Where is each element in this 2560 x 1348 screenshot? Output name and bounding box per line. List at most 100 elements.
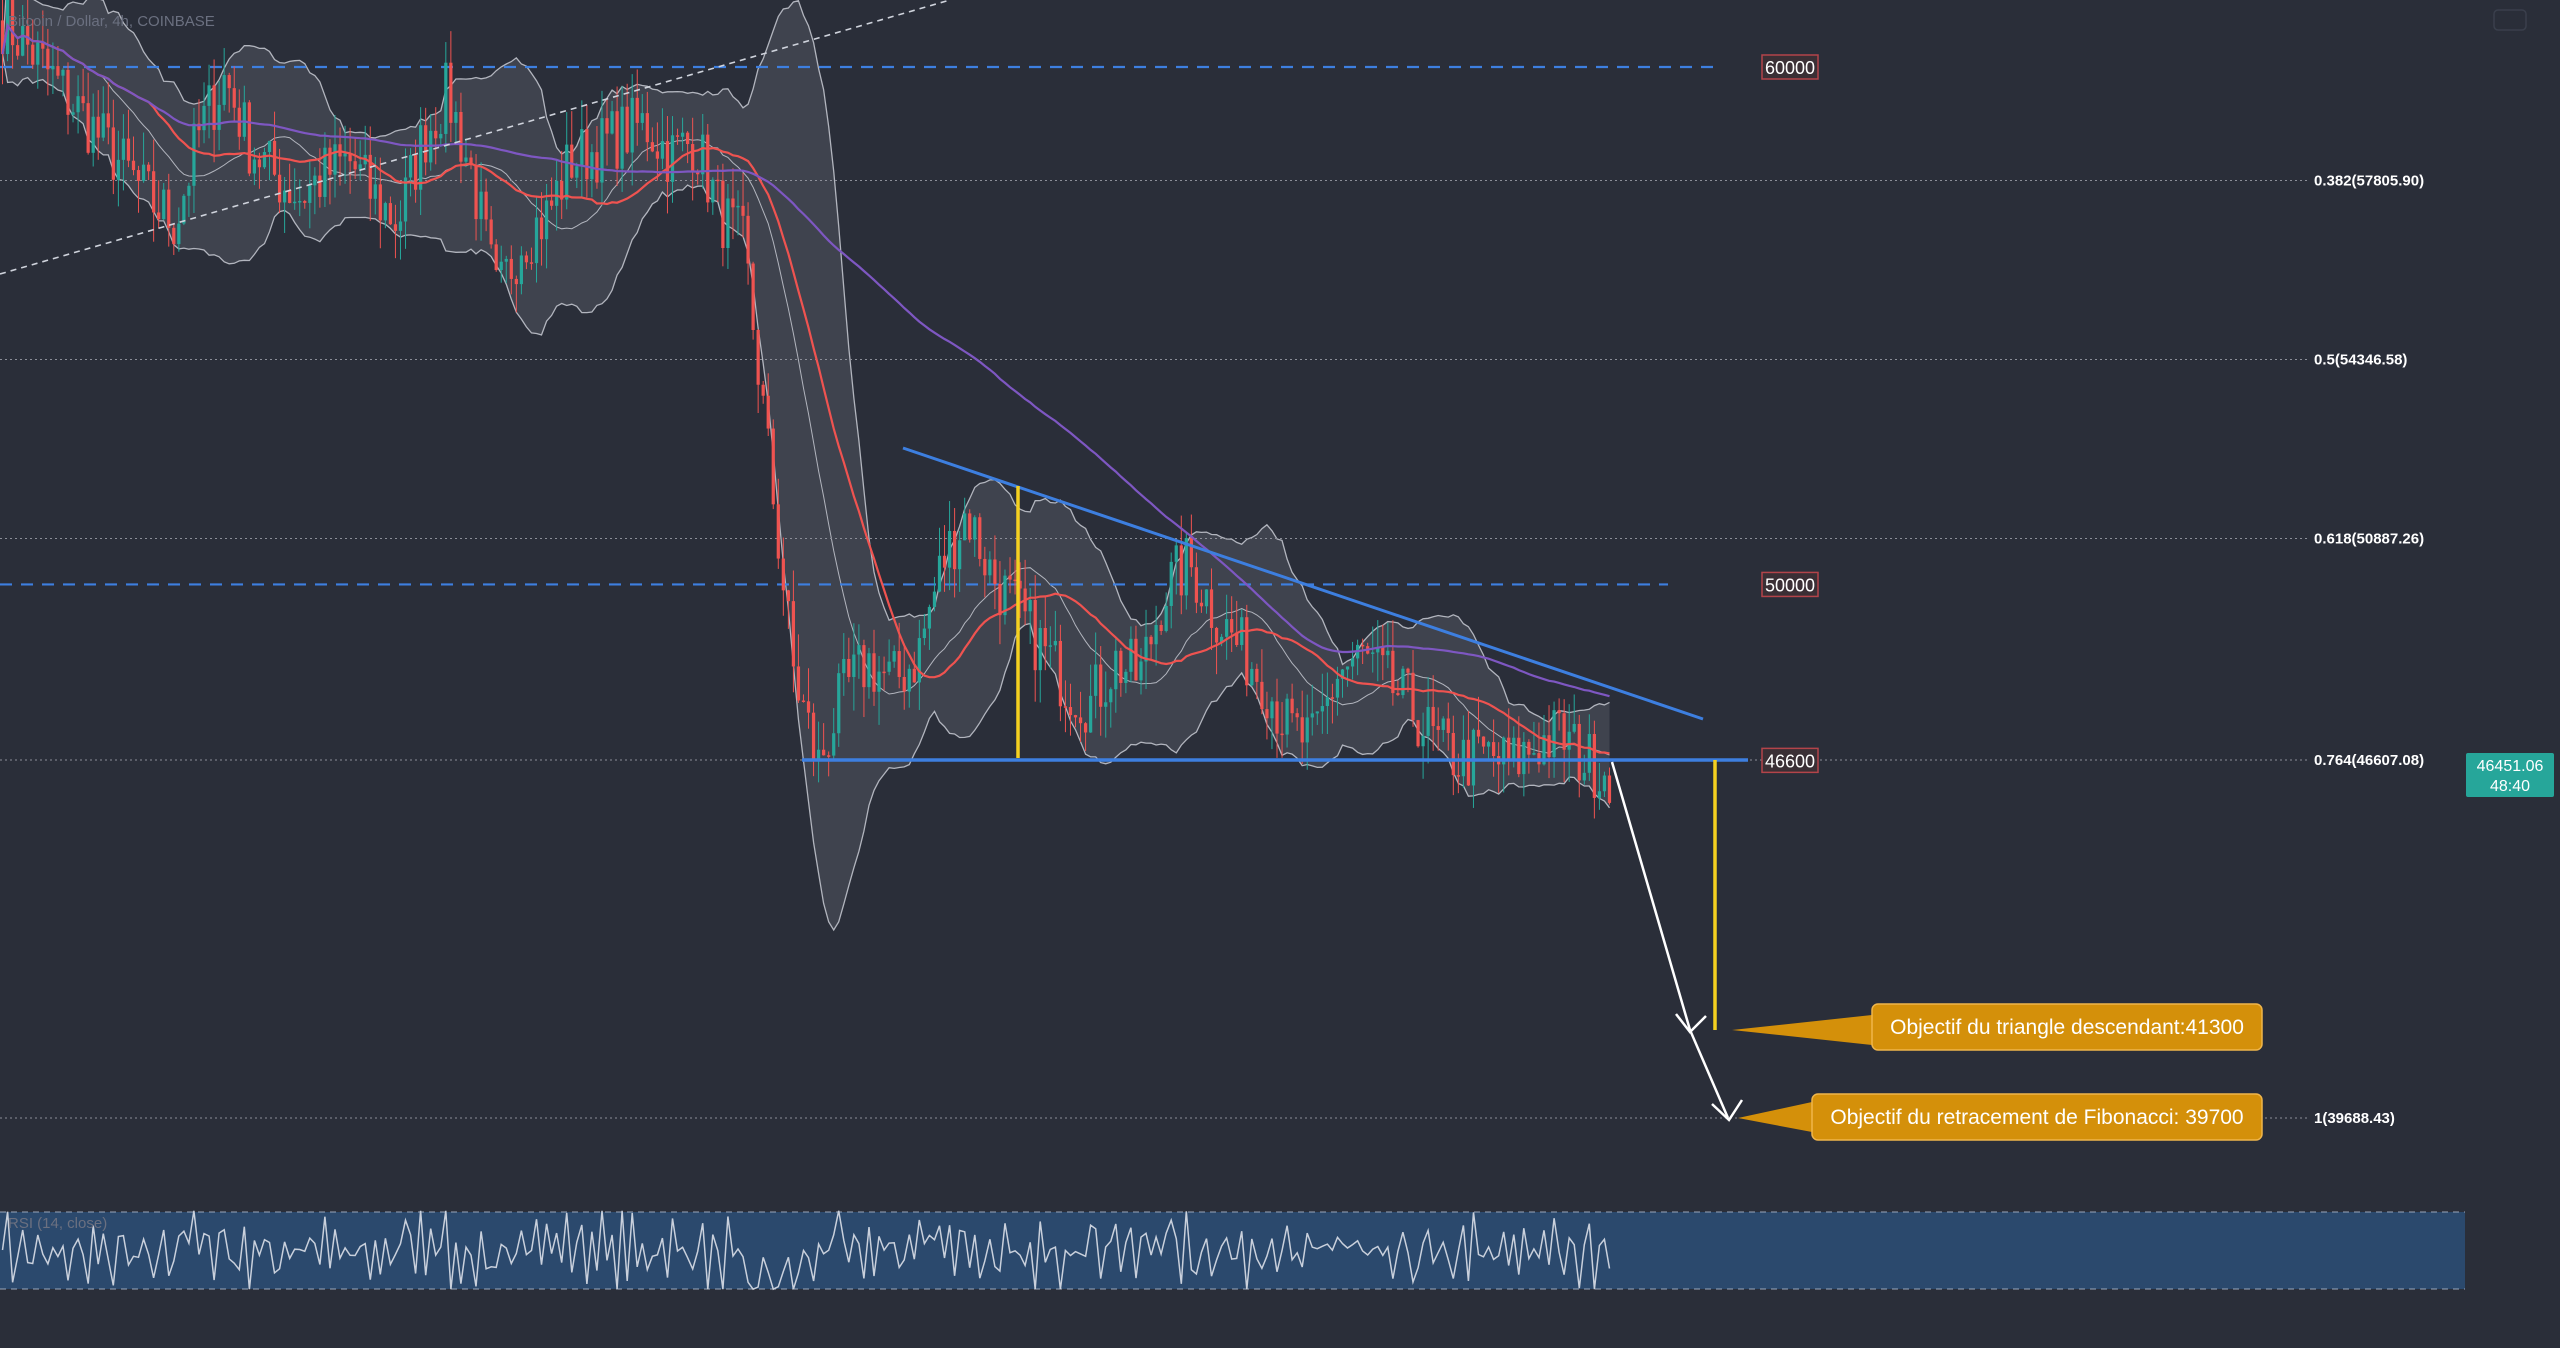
candle-body (766, 395, 770, 429)
candle-body (892, 651, 896, 662)
candle-body (1194, 567, 1199, 603)
candle-body (1048, 645, 1052, 647)
candle-body (1265, 709, 1269, 719)
candle-body (539, 217, 544, 240)
candle-body (746, 215, 750, 264)
level-box-46600 (1761, 747, 1819, 774)
candle-body (978, 517, 982, 559)
candle-body (575, 166, 579, 178)
candle-body (1184, 538, 1188, 596)
candle-body (706, 134, 710, 203)
candle-body (0, 20, 5, 55)
candle-body (524, 255, 529, 263)
candle-body (293, 201, 297, 204)
candle-body (207, 85, 211, 106)
candle-body (1199, 602, 1204, 607)
candle-body (172, 227, 176, 245)
callout-fibonacci-target[interactable]: Objectif du retracement de Fibonacci: 39… (1738, 1093, 2263, 1141)
candle-body (1471, 729, 1476, 786)
candle-body (212, 85, 216, 130)
current-price: 46451.06 (2477, 758, 2544, 775)
descending-trendline[interactable] (902, 446, 1704, 721)
candle-body (1486, 742, 1491, 747)
candle-body (1169, 561, 1173, 606)
candle-body (852, 654, 856, 677)
candle-body (998, 583, 1002, 616)
settings-icon[interactable] (2493, 9, 2527, 31)
candle-body (1295, 713, 1299, 718)
rsi-band (0, 1212, 2465, 1289)
candle-body (298, 201, 302, 203)
symbol-legend[interactable]: Bitcoin / Dollar, 4h, COINBASE (8, 13, 215, 30)
callout-pointer (1738, 1102, 1812, 1132)
candle-body (1446, 718, 1450, 733)
candle-body (1396, 693, 1400, 696)
candle-body (1451, 732, 1455, 776)
candle-body (1602, 775, 1607, 792)
callout-box (1871, 1003, 2263, 1051)
candle-body (141, 164, 146, 181)
candle-body (247, 102, 251, 174)
candle-body (1129, 638, 1133, 672)
candle-body (585, 129, 589, 180)
rsi-pane[interactable]: RSI (14, close) (0, 1210, 2465, 1291)
candle-body (1134, 638, 1138, 681)
candle-body (630, 97, 634, 153)
candle-body (625, 106, 629, 153)
candle-body (136, 170, 141, 181)
candle-body (1547, 735, 1551, 758)
candle-body (56, 66, 60, 76)
candle-body (126, 138, 131, 161)
candle-body (373, 184, 377, 199)
candle-body (781, 558, 785, 591)
candle-body (776, 504, 780, 559)
candle-body (439, 133, 443, 139)
candle-body (635, 97, 639, 123)
candle-body (1371, 652, 1375, 654)
candle-body (398, 221, 403, 231)
candle-body (1089, 695, 1093, 733)
candle-body (615, 111, 619, 169)
horizontal-levels[interactable]: 60000 50000 46600 (0, 54, 1819, 774)
candle-body (1562, 713, 1566, 750)
candle-body (81, 96, 85, 104)
candle-body (605, 118, 609, 134)
candle-body (1068, 707, 1073, 716)
candle-body (1300, 717, 1304, 743)
price-tag-box (2466, 753, 2554, 797)
candle-body (111, 127, 115, 180)
candle-body (1285, 698, 1289, 735)
candle-body (640, 113, 644, 123)
candle-body (1245, 617, 1249, 686)
candle-body (1325, 697, 1329, 707)
candle-body (1255, 668, 1259, 682)
candle-body (262, 152, 267, 168)
candle-body (131, 160, 136, 171)
candle-body (1310, 713, 1314, 718)
candle-body (157, 212, 161, 220)
candle-body (484, 191, 488, 220)
drawings[interactable] (0, 0, 1748, 1122)
candle-body (771, 428, 775, 505)
callout-triangle-target[interactable]: Objectif du triangle descendant:41300 (1732, 1003, 2263, 1051)
candle-body (862, 645, 866, 688)
candle-body (393, 224, 398, 231)
candle-body (711, 179, 715, 203)
candle-body (71, 112, 75, 115)
candle-body (1381, 647, 1385, 656)
candle-body (1572, 723, 1576, 732)
candle-body (1461, 739, 1466, 777)
candle-body (907, 668, 911, 692)
candle-body (1109, 689, 1113, 703)
candle-body (1421, 735, 1425, 747)
candle-body (716, 179, 720, 182)
current-price-tag: 46451.06 48:40 (2466, 753, 2554, 797)
candle-body (1597, 791, 1602, 798)
candle-body (983, 558, 987, 576)
candle-body (146, 164, 151, 172)
candle-body (1391, 650, 1395, 694)
candle-body (665, 141, 670, 182)
bollinger-upper (1, 0, 1610, 723)
candle-body (318, 175, 322, 197)
